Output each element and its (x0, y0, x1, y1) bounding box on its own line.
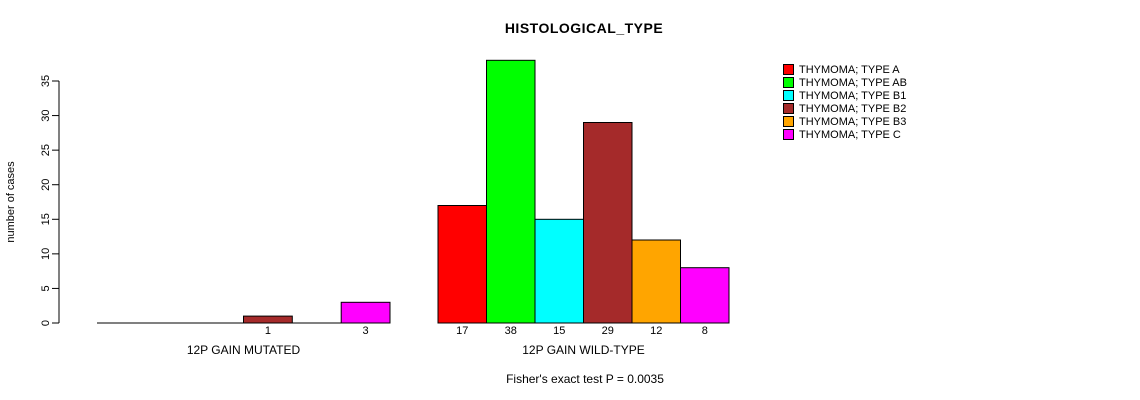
legend-label: THYMOMA; TYPE C (799, 128, 901, 141)
legend-swatch (783, 129, 794, 140)
legend-label: THYMOMA; TYPE B2 (799, 102, 907, 115)
legend-item: THYMOMA; TYPE B2 (783, 102, 907, 115)
legend-label: THYMOMA; TYPE B3 (799, 115, 907, 128)
bar-value-label: 17 (456, 325, 468, 337)
y-axis-title: number of cases (5, 161, 17, 243)
bar-thymoma-type-c (680, 267, 730, 324)
bar-value-label: 3 (363, 325, 369, 337)
legend-item: THYMOMA; TYPE C (783, 128, 907, 141)
y-axis-tick-label: 0 (40, 320, 52, 326)
bar-value-label: 29 (602, 325, 614, 337)
y-axis-tick-label: 20 (40, 179, 52, 191)
category-label: 12P GAIN MUTATED (187, 343, 301, 357)
legend-swatch (783, 90, 794, 101)
y-axis-tick-label: 25 (40, 144, 52, 156)
y-axis-tick-label: 5 (40, 285, 52, 291)
legend-item: THYMOMA; TYPE A (783, 63, 907, 76)
bar-value-label: 8 (702, 325, 708, 337)
category-label: 12P GAIN WILD-TYPE (522, 343, 644, 357)
bar-value-label: 15 (553, 325, 565, 337)
legend-item: THYMOMA; TYPE B1 (783, 89, 907, 102)
bar-value-label: 12 (650, 325, 662, 337)
y-axis-tick-label: 15 (40, 213, 52, 225)
legend-swatch (783, 116, 794, 127)
bar-thymoma-type-c (340, 301, 391, 324)
bar-thymoma-type-b2 (243, 315, 293, 324)
bar-value-label: 38 (505, 325, 517, 337)
legend-item: THYMOMA; TYPE B3 (783, 115, 907, 128)
bar-thymoma-type-b1 (534, 218, 584, 324)
legend: THYMOMA; TYPE A THYMOMA; TYPE AB THYMOMA; … (783, 63, 907, 141)
y-axis-tick-label: 30 (40, 109, 52, 121)
y-axis-tick-label: 10 (40, 248, 52, 260)
legend-label: THYMOMA; TYPE B1 (799, 89, 907, 102)
chart-title: HISTOLOGICAL_TYPE (504, 20, 664, 36)
y-axis-tick-label: 35 (40, 75, 52, 87)
bar-thymoma-type-ab (486, 59, 536, 324)
legend-swatch (783, 103, 794, 114)
bar-thymoma-type-a (437, 205, 487, 324)
bar-value-label: 1 (265, 325, 271, 337)
stat-test-label: Fisher's exact test P = 0.0035 (506, 372, 664, 386)
bar-thymoma-type-b3 (631, 239, 681, 324)
bar-thymoma-type-b2 (583, 122, 633, 324)
legend-swatch (783, 64, 794, 75)
legend-item: THYMOMA; TYPE AB (783, 76, 907, 89)
legend-swatch (783, 77, 794, 88)
legend-label: THYMOMA; TYPE AB (799, 76, 907, 89)
legend-label: THYMOMA; TYPE A (799, 63, 900, 76)
